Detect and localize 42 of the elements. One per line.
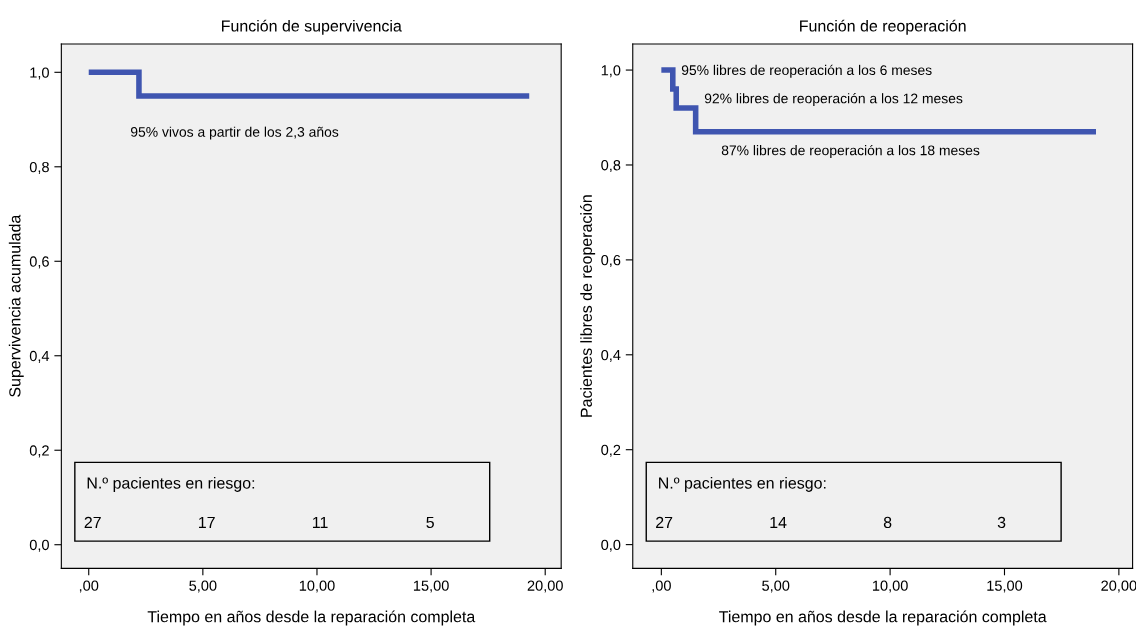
annotation: 5 [426,516,434,529]
x-axis-title: Tiempo en años desde la reparación completa [147,610,476,626]
annotation: N.º pacientes en riesgo: [87,476,255,492]
annotation: 87% libres de reoperación a los 18 meses [721,144,980,159]
y-tick-label: 1,0 [30,67,49,80]
x-tick-label: 20,00 [527,580,563,593]
x-tick-label: 10,00 [299,580,335,593]
y-axis-title: Pacientes libres de reoperación [580,195,596,417]
y-tick-label: 0,0 [601,539,621,552]
x-axis-title: Tiempo en años desde la reparación completa [719,610,1047,626]
x-tick-label: 20,00 [1101,580,1136,593]
x-tick-label: ,00 [652,580,671,593]
annotation: N.º pacientes en riesgo: [659,476,826,492]
y-tick-label: 0,6 [601,254,621,268]
x-tick-label: 5,00 [189,580,217,593]
annotation: 92% libres de reoperación a los 12 meses [704,92,963,107]
x-tick-label: 5,00 [762,580,790,593]
y-tick-label: 0,8 [601,160,621,173]
y-axis-title: Supervivencia acumulada [8,214,24,397]
annotation: 11 [312,516,328,528]
chart-title: Función de reoperación [800,19,966,35]
x-tick-label: ,00 [79,580,99,593]
y-tick-label: 0,4 [601,349,621,362]
annotation: 17 [199,516,215,528]
annotation: 14 [770,516,787,528]
annotation: 27 [656,516,673,528]
annotation: 95% libres de reoperación a los 6 meses [681,64,932,78]
y-tick-label: 1,0 [601,65,621,78]
x-tick-label: 15,00 [987,580,1023,593]
x-tick-label: 10,00 [872,580,908,593]
y-tick-label: 0,2 [601,444,621,457]
x-tick-label: 15,00 [413,580,449,593]
y-tick-label: 0,6 [29,256,49,269]
y-tick-label: 0,4 [29,350,50,363]
chart-title: Función de supervivencia [222,19,402,35]
annotation: 3 [997,516,1006,529]
annotation: 95% vivos a partir de los 2,3 años [130,126,339,140]
y-tick-label: 0,2 [29,445,49,458]
annotation: 27 [84,516,101,528]
y-tick-label: 0,0 [29,539,49,552]
y-tick-label: 0,8 [29,161,49,174]
annotation: 8 [883,516,892,529]
